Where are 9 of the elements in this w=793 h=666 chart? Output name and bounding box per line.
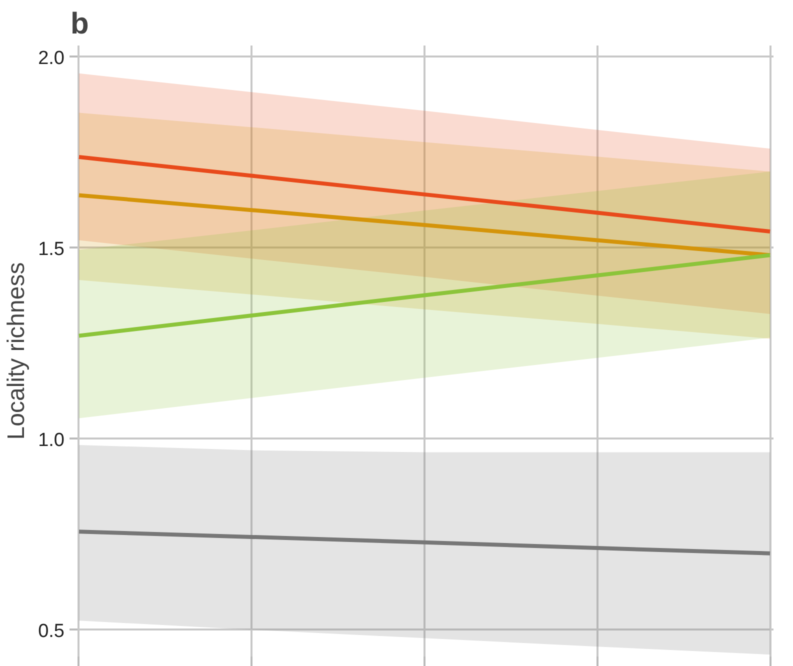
y-axis-title: Locality richness: [3, 262, 30, 440]
chart-title: b: [70, 8, 89, 40]
line-series: [76, 530, 772, 556]
y-tick-label: 2.0: [38, 48, 65, 69]
line-series: [76, 253, 772, 338]
line-series: [76, 155, 772, 234]
y-tick-label: 0.5: [38, 620, 65, 642]
y-tick-label: 1.5: [38, 238, 65, 260]
y-tick-label: 1.0: [38, 430, 65, 451]
